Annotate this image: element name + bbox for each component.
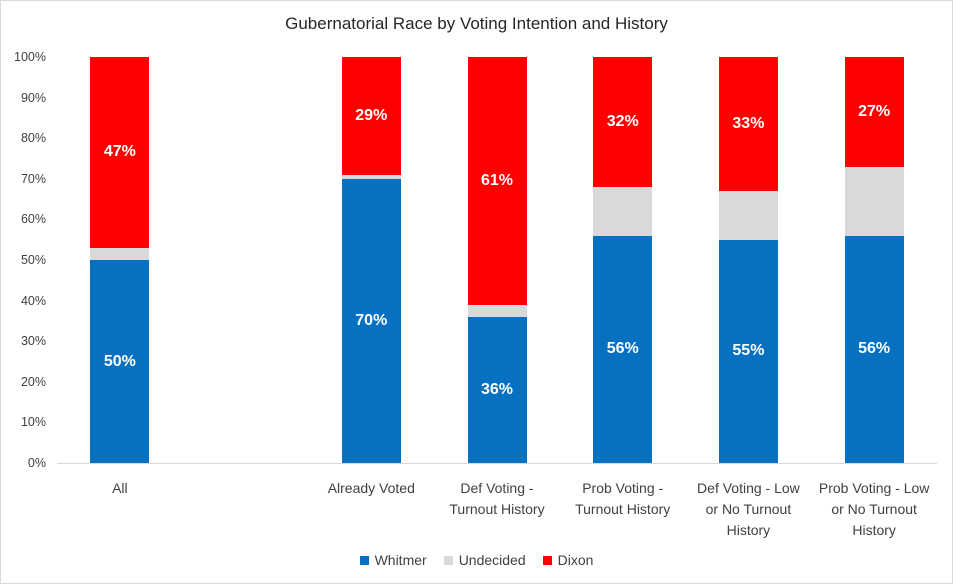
data-label: 61% <box>480 171 514 189</box>
data-label: 33% <box>732 114 765 132</box>
x-axis-category-label: Def Voting - Low or No Turnout History <box>697 480 800 538</box>
bar-segment-whitmer: 56% <box>844 235 904 463</box>
bar-segment-whitmer: 56% <box>593 235 653 463</box>
legend-swatch-undecided-icon <box>443 555 453 565</box>
data-label: 50% <box>103 352 136 370</box>
legend-label: Whitmer <box>374 552 427 568</box>
y-axis-tick-label: 10% <box>20 415 46 430</box>
data-label: 70% <box>355 311 388 329</box>
y-axis-tick-label: 60% <box>20 212 46 227</box>
data-label: 56% <box>858 340 891 358</box>
chart-title: Gubernatorial Race by Voting Intention a… <box>285 14 668 33</box>
x-axis-category-label: Already Voted <box>327 480 415 496</box>
x-axis-category-label: Prob Voting - Low or No Turnout History <box>818 480 930 538</box>
bar-segment-dixon: 61% <box>467 57 527 305</box>
plot-area <box>57 57 937 464</box>
bar-segment-undecided <box>593 186 653 236</box>
data-label: 32% <box>606 112 639 130</box>
data-label: 47% <box>103 143 136 161</box>
y-axis-tick-label: 50% <box>20 253 46 267</box>
bar-segment-dixon: 27% <box>844 57 904 167</box>
y-axis-tick-label: 30% <box>20 334 46 349</box>
x-axis-category-label: Prob Voting - Turnout History <box>575 480 671 517</box>
bar-segment-undecided <box>341 174 401 179</box>
data-label: 55% <box>732 342 765 360</box>
bar-segment-dixon: 29% <box>341 57 401 175</box>
legend-item-dixon: Dixon <box>542 552 594 568</box>
y-axis-tick-label: 100% <box>14 50 46 64</box>
bar-segment-dixon: 33% <box>718 57 778 191</box>
legend-item-undecided: Undecided <box>443 552 526 568</box>
bar-segment-undecided <box>718 190 778 240</box>
bar-segment-undecided <box>90 247 150 260</box>
bar-segment-undecided <box>844 166 904 236</box>
x-axis-category-label: Def Voting - Turnout History <box>449 480 545 517</box>
data-label: 29% <box>355 106 388 124</box>
legend-item-whitmer: Whitmer <box>359 552 427 568</box>
y-axis-tick-label: 0% <box>27 456 46 470</box>
x-axis-category-label: All <box>112 480 128 496</box>
y-axis-tick-label: 90% <box>20 90 46 105</box>
bar-segment-undecided <box>467 304 527 317</box>
bar-segment-whitmer: 55% <box>718 239 778 463</box>
y-axis-tick-label: 80% <box>20 131 46 146</box>
data-label: 36% <box>480 380 514 398</box>
y-axis-tick-label: 20% <box>20 374 46 389</box>
y-axis-tick-label: 70% <box>20 171 46 186</box>
bar-segment-whitmer: 70% <box>341 178 401 463</box>
bar-segment-whitmer: 50% <box>90 260 150 463</box>
bar-segment-whitmer: 36% <box>467 316 527 463</box>
data-label: 27% <box>858 102 891 120</box>
bar-segment-dixon: 47% <box>90 57 150 248</box>
data-label: 56% <box>606 340 639 358</box>
legend-label: Dixon <box>557 552 594 568</box>
bar-segment-dixon: 32% <box>593 57 653 187</box>
y-axis-tick-label: 40% <box>20 293 46 308</box>
legend-label: Undecided <box>458 552 526 568</box>
legend: Whitmer Undecided Dixon <box>1 551 952 569</box>
legend-swatch-whitmer-icon <box>359 555 369 565</box>
legend-swatch-dixon-icon <box>542 555 552 565</box>
